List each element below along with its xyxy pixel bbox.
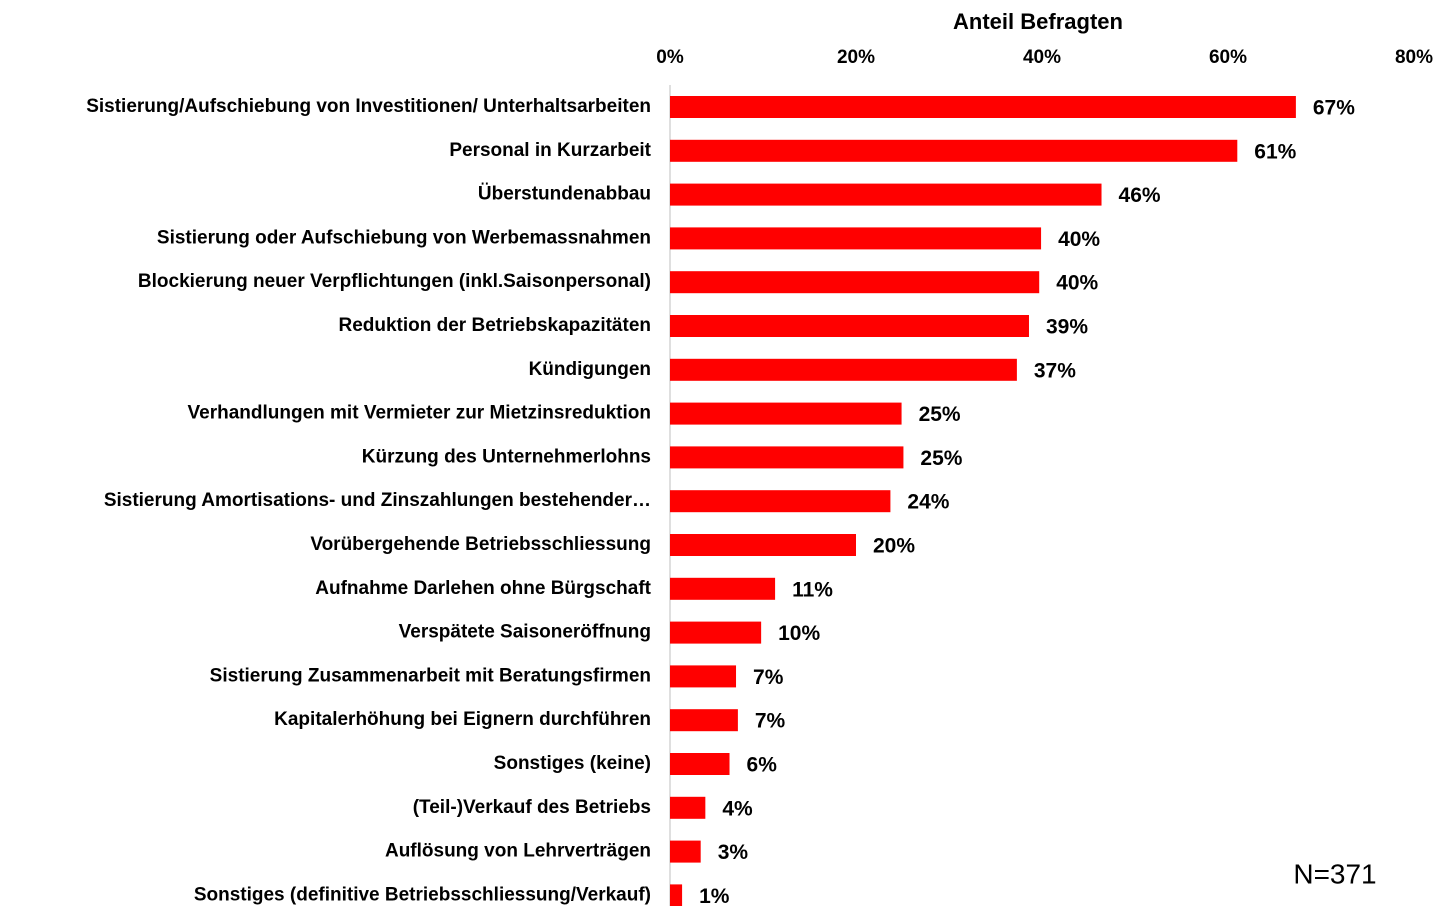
value-label: 24% (907, 491, 949, 514)
category-label: Personal in Kurzarbeit (449, 140, 651, 161)
value-label: 25% (919, 403, 961, 426)
bar (670, 621, 762, 644)
category-label: Kürzung des Unternehmerlohns (362, 446, 651, 467)
category-label: Kapitalerhöhung bei Eignern durchführen (274, 709, 651, 730)
category-label: Vorübergehende Betriebsschliessung (310, 534, 651, 555)
value-label: 10% (778, 622, 820, 645)
value-label: 20% (873, 535, 915, 558)
category-label: Verhandlungen mit Vermieter zur Mietzins… (188, 403, 651, 424)
value-label: 25% (920, 447, 962, 470)
value-label: 7% (755, 710, 786, 733)
category-label: Reduktion der Betriebskapazitäten (338, 315, 651, 336)
category-label: Aufnahme Darlehen ohne Bürgschaft (315, 578, 651, 599)
value-label: 61% (1254, 140, 1296, 163)
value-label: 40% (1058, 228, 1100, 251)
bar (670, 315, 1029, 337)
value-label: 67% (1313, 97, 1355, 120)
bar (670, 753, 730, 775)
x-tick-label: 0% (656, 47, 684, 68)
bar (670, 490, 891, 513)
category-label: Sonstiges (keine) (494, 753, 651, 774)
value-label: 40% (1056, 272, 1098, 295)
annotation: N=371 (1293, 858, 1376, 889)
value-label: 6% (747, 754, 778, 777)
bar (670, 446, 904, 469)
bar (670, 665, 737, 688)
category-label: Blockierung neuer Verpflichtungen (inkl.… (138, 271, 651, 292)
category-label: Überstundenabbau (478, 184, 651, 205)
x-tick-label: 40% (1023, 47, 1061, 68)
x-tick-label: 80% (1395, 47, 1433, 68)
bar (670, 271, 1040, 294)
bar (670, 139, 1238, 162)
bar (670, 183, 1102, 206)
x-tick-label: 60% (1209, 47, 1247, 68)
value-label: 37% (1034, 359, 1076, 382)
bar (670, 577, 776, 600)
bar (670, 796, 706, 819)
category-label: (Teil-)Verkauf des Betriebs (413, 797, 651, 818)
bar (670, 709, 738, 732)
category-label: Sistierung/Aufschiebung von Investitione… (86, 96, 651, 117)
bar (670, 358, 1017, 381)
bar (670, 534, 856, 556)
category-label: Sonstiges (definitive Betriebsschliessun… (194, 884, 651, 905)
category-label: Kündigungen (529, 359, 651, 380)
value-label: 4% (722, 797, 753, 820)
value-label: 3% (718, 841, 749, 864)
value-label: 7% (753, 666, 784, 689)
category-label: Verspätete Saisoneröffnung (399, 622, 651, 643)
bar (670, 402, 902, 425)
category-label: Sistierung Zusammenarbeit mit Beratungsf… (210, 665, 651, 686)
value-label: 46% (1119, 184, 1161, 207)
value-label: 11% (792, 578, 833, 601)
bar (670, 227, 1042, 250)
value-label: 39% (1046, 316, 1088, 339)
bar (670, 96, 1296, 118)
bar (670, 884, 683, 907)
category-label: Sistierung oder Aufschiebung von Werbema… (157, 227, 651, 248)
bar (670, 840, 701, 863)
x-tick-label: 20% (837, 47, 875, 68)
category-label: Sistierung Amortisations- und Zinszahlun… (104, 490, 651, 511)
axis-title: Anteil Befragten (953, 9, 1123, 34)
category-label: Auflösung von Lehrverträgen (385, 841, 651, 862)
value-label: 1% (699, 885, 730, 906)
